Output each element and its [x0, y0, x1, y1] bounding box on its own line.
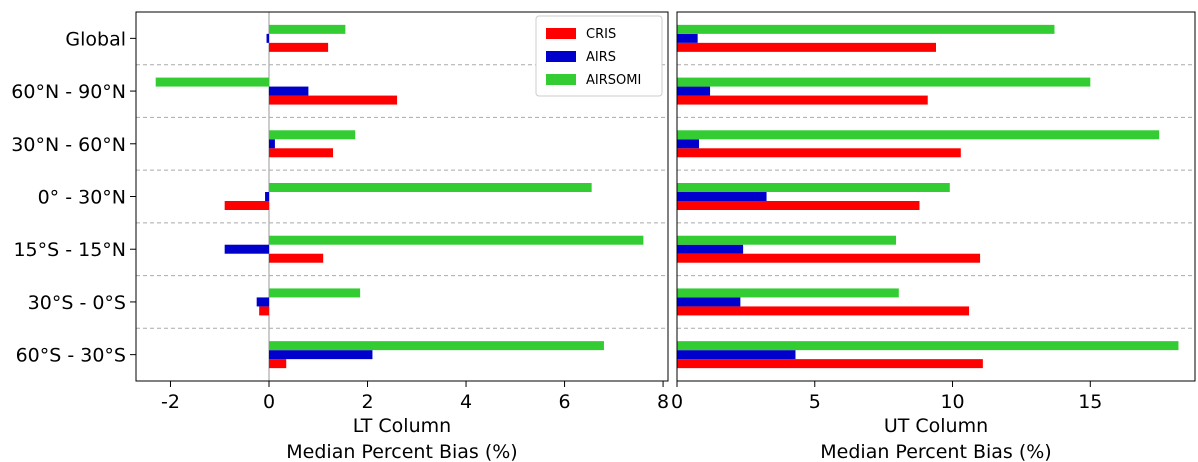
bar-airs: [677, 244, 744, 254]
bar-airsomi: [269, 341, 604, 351]
legend-swatch-cris: [546, 28, 576, 39]
bar-airsomi: [269, 235, 644, 245]
panel-frame: [676, 11, 1196, 382]
bar-airsomi: [269, 288, 361, 298]
x-tick-label: 8: [657, 391, 669, 413]
x-tick-label: 4: [460, 391, 472, 413]
x-tick-label: 10: [940, 391, 964, 413]
bar-airs: [256, 297, 269, 307]
bar-airsomi: [677, 77, 1091, 87]
bar-airsomi: [269, 183, 592, 192]
bar-cris: [269, 253, 324, 263]
bar-airsomi: [269, 24, 346, 34]
legend-swatch-airsomi: [546, 74, 576, 85]
category-label: 0° - 30°N: [38, 187, 126, 209]
bar-airs: [265, 192, 269, 201]
bar-airs: [269, 86, 309, 96]
bar-airsomi: [677, 130, 1160, 140]
bar-airsomi: [269, 130, 356, 140]
x-axis-label-line2: Median Percent Bias (%): [820, 441, 1051, 462]
bar-cris: [269, 148, 334, 158]
bar-airsomi: [677, 24, 1055, 34]
x-tick-label: 2: [361, 391, 373, 413]
legend-label-airs: AIRS: [586, 50, 616, 65]
bar-cris: [677, 359, 983, 369]
legend-label-cris: CRIS: [586, 27, 616, 42]
bar-airsomi: [677, 235, 897, 245]
x-axis-label-line1: UT Column: [884, 415, 988, 437]
bar-airs: [677, 86, 711, 96]
x-tick-label: -2: [161, 391, 180, 413]
bar-cris: [259, 306, 269, 316]
x-tick-label: 6: [559, 391, 571, 413]
bar-airs: [269, 139, 275, 149]
category-label: Global: [65, 28, 126, 50]
bar-cris: [269, 95, 398, 105]
bar-cris: [677, 95, 928, 105]
bar-airs: [224, 244, 269, 254]
bar-airs: [677, 350, 796, 360]
bar-cris: [269, 42, 329, 52]
bar-airs: [677, 33, 698, 43]
bar-airs: [677, 297, 741, 307]
x-axis-label-line2: Median Percent Bias (%): [286, 441, 517, 462]
bar-cris: [677, 148, 961, 158]
bar-cris: [269, 359, 287, 369]
bar-airs: [269, 350, 373, 360]
bar-airs: [677, 139, 700, 149]
bar-cris: [677, 201, 920, 210]
bar-cris: [677, 306, 970, 316]
x-tick-label: 0: [263, 391, 275, 413]
legend-swatch-airs: [546, 51, 576, 62]
bar-airsomi: [677, 288, 899, 298]
x-tick-label: 0: [671, 391, 683, 413]
legend-label-airsomi: AIRSOMI: [586, 73, 641, 88]
category-label: 60°N - 90°N: [11, 81, 126, 103]
category-label: 15°S - 15°N: [13, 239, 126, 261]
bar-cris: [677, 42, 936, 52]
x-axis-label-line1: LT Column: [353, 415, 451, 437]
bar-airs: [677, 192, 767, 201]
bar-cris: [677, 253, 981, 263]
category-label: 30°N - 60°N: [11, 134, 126, 156]
category-label: 30°S - 0°S: [28, 292, 126, 314]
category-label: 60°S - 30°S: [16, 345, 126, 367]
bar-airs: [266, 33, 269, 43]
x-tick-label: 5: [809, 391, 821, 413]
x-tick-label: 15: [1078, 391, 1102, 413]
bar-airsomi: [155, 77, 269, 87]
bar-airsomi: [677, 183, 950, 192]
bar-airsomi: [677, 341, 1179, 351]
bar-cris: [224, 201, 269, 210]
